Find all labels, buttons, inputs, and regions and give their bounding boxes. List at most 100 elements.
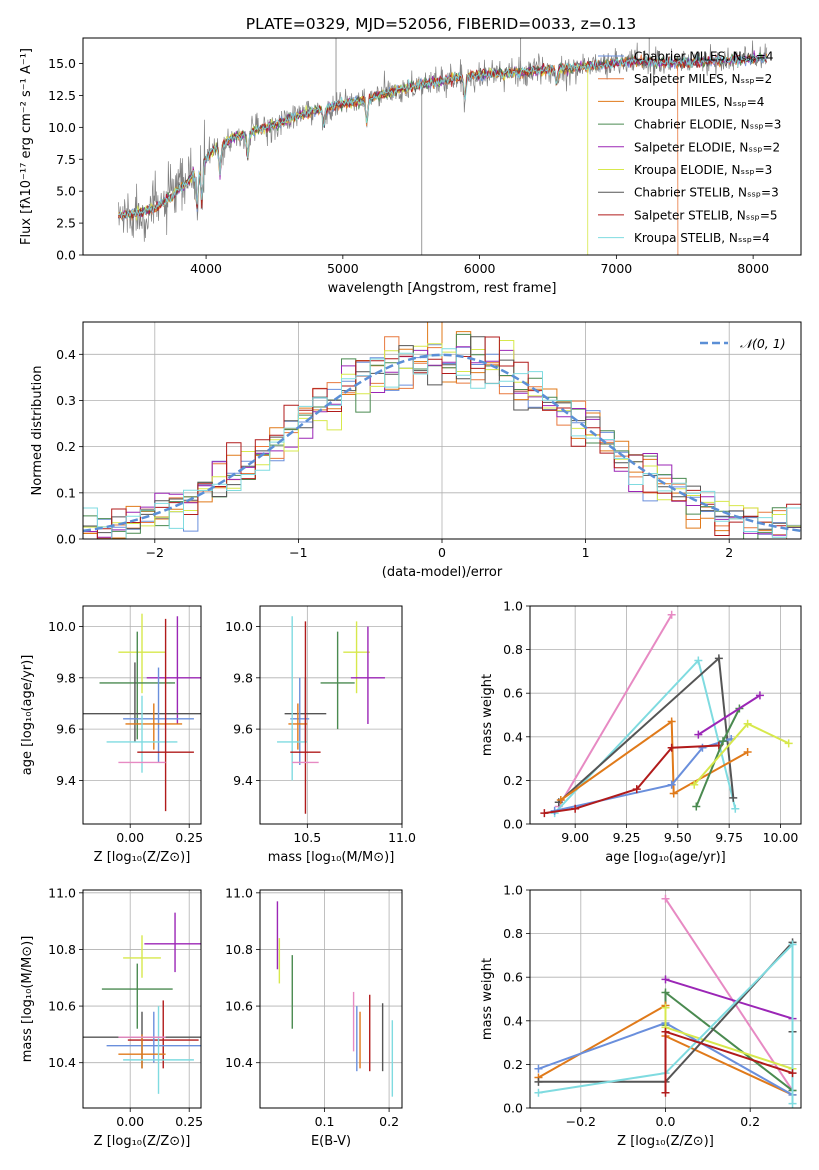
model-line-kroupa-stelib [118, 53, 767, 221]
y-axis-label: mass [log₁₀(M/M⊙)] [20, 936, 35, 1063]
age-vs-mass-panel: 10.5 11.0 9.4 9.6 9.8 10.0 mass [log₁₀(M/M⊙)] [225, 605, 416, 865]
legend-entry: Salpeter MILES, Nₛₛₚ=2 [634, 72, 772, 86]
y-tick-label: 0.8 [503, 926, 523, 941]
y-tick-label: 11.0 [48, 885, 76, 900]
y-axis-label: age [log₁₀(age/yr)] [20, 655, 35, 776]
y-tick-label: 10.4 [48, 1055, 76, 1070]
axes-frame [82, 889, 202, 1109]
y-tick-label: 10.0 [48, 619, 76, 634]
y-tick-label: 12.5 [48, 88, 76, 103]
figure-title: PLATE=0329, MJD=52056, FIBERID=0033, z=0… [246, 15, 636, 33]
axes-frame [529, 605, 802, 825]
y-axis-label: mass weight [480, 958, 495, 1040]
weight-line [665, 978, 793, 1020]
y-tick-label: 10.6 [48, 999, 76, 1014]
x-tick-label: 7000 [600, 261, 632, 276]
weight-marker [632, 785, 641, 794]
x-tick-label: 10.5 [293, 830, 321, 845]
x-tick-label: 0.2 [379, 1114, 399, 1129]
y-tick-label: 0.6 [503, 970, 523, 985]
x-tick-label: −0.2 [566, 1114, 596, 1129]
x-tick-label: 10.00 [763, 830, 799, 845]
spectrum-panel: 4000 5000 6000 7000 8000 0.0 2.5 5.0 7.5 10.0 12.5… [19, 37, 802, 296]
weight-marker [743, 719, 752, 728]
legend-entry: Salpeter ELODIE, Nₛₛₚ=2 [634, 140, 780, 154]
x-tick-label: 11.0 [388, 830, 416, 845]
residuals-plot-area [83, 322, 801, 539]
y-tick-label: 11.0 [225, 885, 253, 900]
y-tick-label: 0.2 [56, 439, 76, 454]
axes-frame [82, 321, 802, 540]
weight-line [697, 694, 761, 736]
weight-vs-Z-plot-area [530, 890, 801, 1108]
y-axis-label: mass weight [480, 674, 495, 756]
y-tick-label: 0.4 [503, 1013, 523, 1028]
weight-marker [661, 975, 670, 984]
mass-vs-Z-plot-area [83, 890, 201, 1108]
weight-marker [667, 610, 676, 619]
weight-marker [534, 1088, 543, 1097]
y-axis-label: Flux [fλ10⁻¹⁷ erg cm⁻² s⁻¹ A⁻¹] [19, 48, 34, 245]
x-axis-label: (data-model)/error [382, 565, 503, 580]
x-tick-label: 0.00 [116, 1114, 144, 1129]
y-tick-label: 9.8 [233, 670, 253, 685]
weight-line [538, 942, 794, 1104]
x-axis-label: Z [log₁₀(Z/Z⊙)] [94, 850, 191, 865]
x-tick-label: 8000 [737, 261, 769, 276]
weight-marker [692, 802, 701, 811]
x-tick-label: 6000 [464, 261, 496, 276]
x-tick-label: 0 [438, 545, 446, 560]
x-tick-label: 2 [725, 545, 733, 560]
weight-line [554, 738, 732, 812]
weight-marker [661, 1027, 670, 1036]
axes-frame [82, 37, 802, 256]
legend-entry: Chabrier STELIB, Nₛₛₚ=3 [634, 186, 779, 200]
axes-frame [259, 605, 403, 825]
x-tick-label: 0.25 [175, 1114, 203, 1129]
x-tick-label: 0.0 [656, 1114, 676, 1129]
axes-frame [259, 889, 403, 1109]
x-tick-label: 9.75 [715, 830, 743, 845]
weight-marker [667, 780, 676, 789]
x-tick-label: 0.25 [175, 830, 203, 845]
y-tick-label: 0.4 [503, 729, 523, 744]
weight-marker [661, 894, 670, 903]
weight-marker [698, 743, 707, 752]
x-tick-label: 1 [582, 545, 590, 560]
y-tick-label: 0.8 [503, 642, 523, 657]
x-tick-label: 0.2 [740, 1114, 760, 1129]
weight-marker [667, 743, 676, 752]
residuals-panel: −2 −1 0 1 2 0.0 0.1 0.2 0.3 0.4 (data-model)/error… [30, 321, 802, 580]
x-tick-label: 4000 [190, 261, 222, 276]
histogram-salpeter-stelib [83, 336, 801, 539]
y-tick-label: 10.0 [48, 120, 76, 135]
x-axis-label: mass [log₁₀(M/M⊙)] [268, 850, 395, 865]
y-tick-label: 10.6 [225, 999, 253, 1014]
y-tick-label: 0.0 [503, 1101, 523, 1116]
weight-vs-age-panel: 9.00 9.25 9.50 9.75 10.00 0.0 0.2 0.4 0.6 0.8 1.0 a… [480, 599, 802, 865]
y-tick-label: 5.0 [56, 184, 76, 199]
x-tick-label: 9.50 [664, 830, 692, 845]
histogram-kroupa-stelib [83, 348, 801, 539]
model-line-salpeter-miles [118, 54, 679, 255]
y-tick-label: 9.6 [56, 722, 76, 737]
y-axis-label: Normed distribution [30, 366, 45, 496]
x-tick-label: 9.25 [613, 830, 641, 845]
weight-marker [556, 796, 565, 805]
y-tick-label: 0.0 [56, 532, 76, 547]
y-tick-label: 1.0 [503, 599, 523, 614]
weight-marker [661, 1088, 670, 1097]
weight-marker [667, 717, 676, 726]
age-vs-mass-plot-area [260, 606, 402, 824]
y-tick-label: 10.0 [225, 619, 253, 634]
weight-marker [729, 793, 738, 802]
x-axis-label: wavelength [Angstrom, rest frame] [328, 281, 557, 296]
x-axis-label: age [log₁₀(age/yr)] [605, 850, 726, 865]
mass-vs-Z-panel: 0.00 0.25 10.4 10.6 10.8 11.0 Z [log₁₀(Z/Z⊙)] m… [20, 885, 203, 1149]
legend-entry: Kroupa STELIB, Nₛₛₚ=4 [634, 231, 770, 245]
weight-line [557, 614, 673, 808]
y-tick-label: 0.2 [503, 1057, 523, 1072]
y-tick-label: 9.6 [233, 722, 253, 737]
y-tick-label: 7.5 [56, 152, 76, 167]
